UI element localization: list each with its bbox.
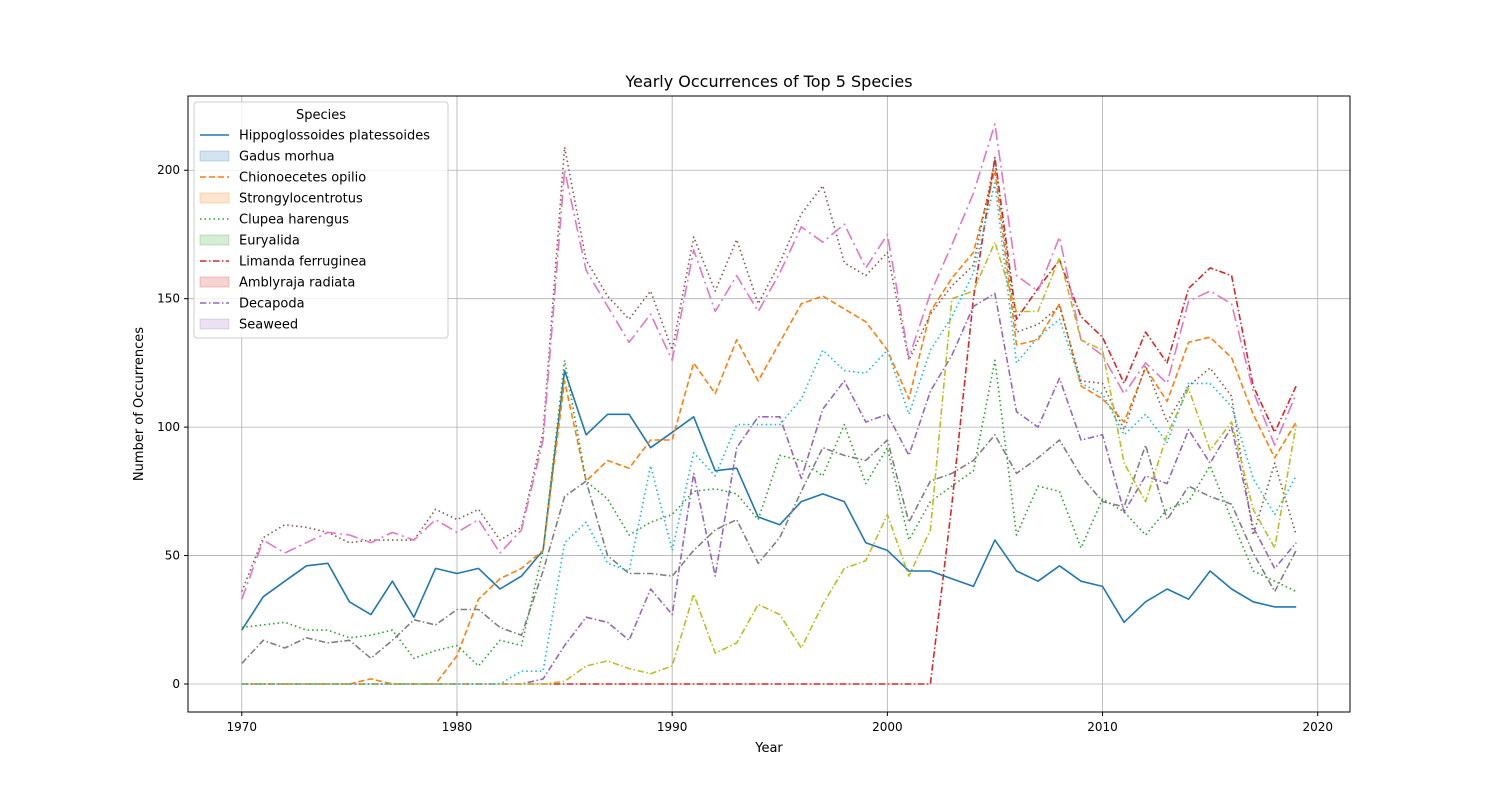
grid [188, 96, 1350, 712]
legend-title: Species [296, 108, 346, 123]
legend-entry-label: Strongylocentrotus [239, 192, 363, 207]
x-tick-label: 1980 [442, 720, 473, 734]
series-line-9 [241, 241, 1297, 685]
series-line-7 [241, 123, 1297, 600]
x-axis-label: Year [754, 741, 783, 756]
legend-swatch-patch [199, 276, 230, 288]
axis-ticks: 1970 1980 1990 2000 2010 2020 0 50 100 150 200 [157, 163, 1333, 734]
y-tick-label: 200 [157, 163, 180, 177]
plot-frame [187, 95, 1351, 713]
series-line-1 [241, 369, 1297, 631]
x-tick-label: 2000 [872, 720, 903, 734]
legend: Species Hippoglossoides platessoides Gadu… [193, 101, 449, 339]
legend-swatch-patch [199, 150, 230, 162]
y-tick-label: 50 [165, 549, 180, 563]
legend-swatch-patch [199, 318, 230, 330]
x-tick-label: 1990 [657, 720, 688, 734]
y-tick-label: 150 [157, 292, 180, 306]
y-tick-label: 0 [172, 677, 180, 691]
legend-entry-label: Gadus morhua [239, 150, 335, 165]
chart-title: Yearly Occurrences of Top 5 Species [624, 72, 912, 91]
series-line-8 [241, 433, 1297, 664]
series-line-4 [241, 156, 1297, 685]
series-line-6 [241, 146, 1297, 592]
series-line-10 [241, 182, 1297, 685]
legend-swatch-patch [199, 234, 230, 246]
legend-entry-label: Euryalida [239, 234, 300, 249]
x-tick-label: 2010 [1087, 720, 1118, 734]
series-group [241, 123, 1297, 685]
y-tick-label: 100 [157, 420, 180, 434]
legend-entry-label: Chionoecetes opilio [239, 171, 366, 186]
legend-entry-label: Seaweed [239, 318, 298, 333]
series-line-3 [241, 359, 1297, 667]
x-tick-label: 2020 [1302, 720, 1333, 734]
legend-swatch-patch [199, 192, 230, 204]
series-line-5 [241, 292, 1297, 685]
x-tick-label: 1970 [227, 720, 258, 734]
legend-entry-label: Limanda ferruginea [239, 255, 366, 270]
y-axis-label: Number of Occurrences [132, 327, 147, 481]
legend-entry-label: Decapoda [239, 297, 305, 312]
legend-entry-label: Hippoglossoides platessoides [239, 129, 430, 144]
legend-entry-label: Clupea harengus [239, 213, 349, 228]
legend-entry-label: Amblyraja radiata [239, 276, 355, 291]
legend-box [193, 101, 449, 339]
